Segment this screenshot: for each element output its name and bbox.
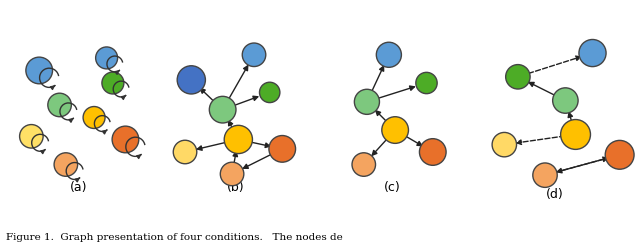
- Text: (d): (d): [547, 188, 564, 200]
- Circle shape: [48, 93, 71, 117]
- Circle shape: [579, 40, 606, 66]
- Circle shape: [506, 64, 530, 89]
- Text: (c): (c): [383, 181, 401, 194]
- Circle shape: [173, 140, 196, 164]
- Circle shape: [419, 139, 446, 165]
- Circle shape: [492, 132, 516, 157]
- Circle shape: [20, 124, 43, 148]
- Circle shape: [220, 162, 244, 186]
- Circle shape: [224, 125, 252, 154]
- Circle shape: [54, 153, 77, 176]
- Circle shape: [209, 96, 236, 123]
- Circle shape: [355, 89, 380, 114]
- Circle shape: [269, 136, 296, 162]
- Circle shape: [376, 42, 401, 67]
- Circle shape: [382, 117, 408, 143]
- Text: (a): (a): [70, 181, 87, 194]
- Circle shape: [243, 43, 266, 66]
- Circle shape: [259, 82, 280, 102]
- Circle shape: [416, 72, 437, 94]
- Circle shape: [112, 126, 139, 153]
- Text: Figure 1.  Graph presentation of four conditions.   The nodes de: Figure 1. Graph presentation of four con…: [6, 232, 343, 241]
- Circle shape: [605, 140, 634, 169]
- Circle shape: [102, 72, 124, 94]
- Circle shape: [26, 57, 52, 84]
- Text: (b): (b): [227, 181, 244, 194]
- Circle shape: [352, 153, 376, 176]
- Circle shape: [95, 47, 118, 69]
- Circle shape: [553, 88, 578, 113]
- Circle shape: [561, 120, 591, 150]
- Circle shape: [83, 106, 105, 128]
- Circle shape: [177, 66, 205, 94]
- Circle shape: [533, 163, 557, 188]
